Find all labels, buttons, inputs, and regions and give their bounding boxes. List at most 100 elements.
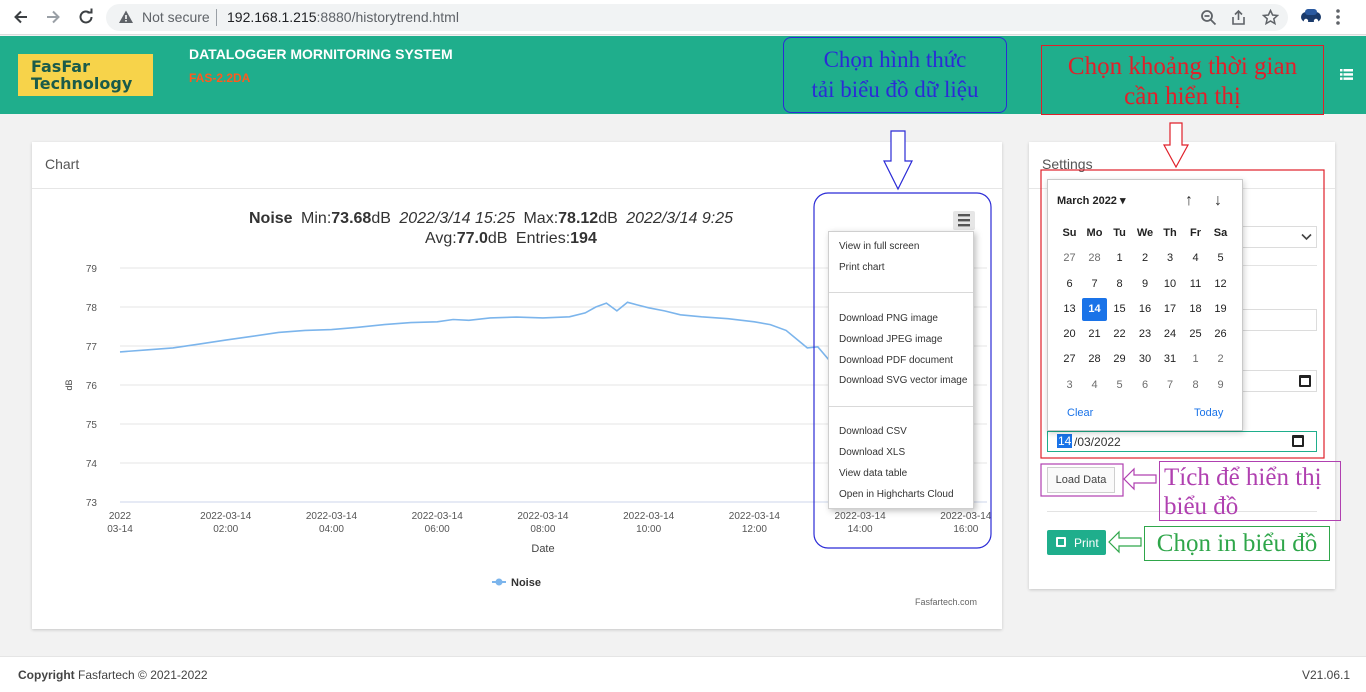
url-text[interactable]: 192.168.1.215:8880/historytrend.html — [227, 9, 459, 25]
calendar-day[interactable]: 21 — [1088, 328, 1101, 341]
calendar-next-button[interactable]: ↓ — [1214, 192, 1222, 209]
calendar-day[interactable]: 3 — [1166, 252, 1174, 265]
sensor-select[interactable] — [1241, 226, 1317, 248]
x-tick-label: 08:00 — [530, 524, 555, 535]
load-data-button[interactable]: Load Data — [1047, 467, 1115, 493]
calendar-day[interactable]: 4 — [1091, 378, 1098, 391]
calendar-day[interactable]: 2 — [1141, 252, 1149, 265]
kebab-icon[interactable] — [1335, 7, 1341, 32]
calendar-day[interactable]: 27 — [1063, 353, 1076, 366]
calendar-day[interactable]: 5 — [1217, 252, 1224, 265]
calendar-day[interactable]: 6 — [1141, 378, 1149, 391]
calendar-weekday: We — [1136, 227, 1154, 239]
calendar-clear-button[interactable]: Clear — [1067, 407, 1094, 419]
chart-subtitle: Avg:77.0dB Entries:194 — [425, 230, 597, 247]
page-footer: Copyright Fasfartech © 2021-2022 V21.06.… — [0, 656, 1366, 692]
calendar-day[interactable]: 14 — [1082, 297, 1107, 321]
menu-download-jpeg[interactable]: Download JPEG image — [839, 334, 943, 345]
calendar-day[interactable]: 7 — [1166, 378, 1174, 391]
calendar-day[interactable]: 8 — [1116, 277, 1123, 290]
x-tick-label: 2022-03-14 — [306, 511, 358, 522]
calendar-day[interactable]: 18 — [1189, 302, 1202, 315]
zoom-icon[interactable] — [1200, 9, 1217, 31]
calendar-day[interactable]: 9 — [1217, 378, 1224, 391]
back-arrow-icon[interactable] — [10, 6, 32, 28]
calendar-day[interactable]: 28 — [1088, 252, 1101, 265]
address-bar[interactable]: Not secure 192.168.1.215:8880/historytre… — [106, 4, 1288, 31]
calendar-day[interactable]: 7 — [1091, 277, 1098, 290]
menu-download-csv[interactable]: Download CSV — [839, 426, 907, 437]
calendar-day[interactable]: 2 — [1217, 353, 1224, 366]
calendar-day[interactable]: 29 — [1113, 353, 1126, 366]
calendar-day[interactable]: 4 — [1192, 252, 1199, 265]
legend-label[interactable]: Noise — [511, 577, 541, 589]
y-tick-label: 75 — [86, 420, 98, 431]
calendar-icon[interactable] — [1292, 435, 1304, 447]
chart-export-menu: View in full screen Print chart Download… — [828, 231, 974, 509]
security-label[interactable]: Not secure — [142, 9, 210, 25]
menu-view-data-table[interactable]: View data table — [839, 468, 908, 479]
calendar-day[interactable]: 31 — [1163, 353, 1177, 366]
share-icon[interactable] — [1230, 9, 1247, 31]
to-date-input[interactable]: 14 /03/2022 — [1047, 431, 1317, 452]
calendar-day[interactable]: 10 — [1163, 277, 1177, 290]
x-tick-label: 02:00 — [213, 524, 238, 535]
calendar-day[interactable]: 26 — [1214, 328, 1227, 341]
menu-download-png[interactable]: Download PNG image — [839, 313, 938, 324]
calendar-day[interactable]: 3 — [1066, 378, 1073, 391]
reload-icon[interactable] — [75, 6, 97, 28]
series-line-noise[interactable] — [119, 301, 861, 370]
calendar-day[interactable]: 20 — [1063, 328, 1076, 341]
calendar-day[interactable]: 25 — [1189, 328, 1202, 341]
menu-download-pdf[interactable]: Download PDF document — [839, 355, 953, 366]
y-tick-label: 79 — [86, 264, 98, 275]
chart-credit[interactable]: Fasfartech.com — [915, 597, 978, 607]
print-button[interactable]: Print — [1047, 530, 1106, 555]
calendar-day[interactable]: 22 — [1113, 328, 1126, 341]
chart-menu-icon[interactable] — [953, 211, 975, 230]
calendar-day[interactable]: 12 — [1214, 277, 1227, 290]
logo[interactable]: FasFar Technology — [18, 54, 153, 96]
annotation-date-range-text: Chọn khoảng thời gian cần hiển thị — [1067, 53, 1298, 110]
calendar-day[interactable]: 1 — [1192, 353, 1199, 366]
calendar-day[interactable]: 13 — [1063, 302, 1076, 315]
menu-view-fullscreen[interactable]: View in full screen — [839, 241, 920, 252]
calendar-day[interactable]: 9 — [1141, 277, 1149, 290]
calendar-today-button[interactable]: Today — [1194, 407, 1224, 419]
date-day-segment[interactable]: 14 — [1057, 434, 1073, 448]
calendar-day[interactable]: 23 — [1138, 328, 1152, 341]
date-rest-segment[interactable]: /03/2022 — [1074, 435, 1121, 449]
menu-open-highcharts-cloud[interactable]: Open in Highcharts Cloud — [839, 489, 954, 500]
calendar-day[interactable]: 24 — [1163, 328, 1177, 341]
calendar-day[interactable]: 1 — [1116, 252, 1123, 265]
calendar-day[interactable]: 19 — [1214, 302, 1227, 315]
calendar-day[interactable]: 5 — [1116, 378, 1123, 391]
menu-download-xls[interactable]: Download XLS — [839, 447, 906, 458]
calendar-icon[interactable] — [1299, 375, 1311, 387]
calendar-month-select[interactable]: March 2022 ▾ — [1057, 195, 1126, 207]
menu-print-chart[interactable]: Print chart — [839, 262, 885, 273]
calendar-day[interactable]: 15 — [1113, 302, 1126, 315]
calendar-day[interactable]: 6 — [1066, 277, 1073, 290]
x-tick-label: 2022-03-14 — [940, 511, 992, 522]
from-date-field[interactable] — [1241, 370, 1317, 392]
menu-download-svg[interactable]: Download SVG vector image — [839, 375, 968, 386]
calendar-day[interactable]: 16 — [1138, 302, 1152, 315]
calendar-day[interactable]: 11 — [1189, 277, 1202, 290]
time-field[interactable] — [1241, 309, 1317, 331]
calendar-day[interactable]: 28 — [1088, 353, 1101, 366]
calendar-day[interactable]: 17 — [1163, 302, 1177, 315]
star-icon[interactable] — [1261, 8, 1280, 31]
calendar-day[interactable]: 8 — [1192, 378, 1199, 391]
x-tick-label: 16:00 — [953, 524, 978, 535]
calendar-day[interactable]: 30 — [1138, 353, 1152, 366]
calendar-prev-button[interactable]: ↑ — [1185, 192, 1193, 209]
chart-card-divider — [32, 188, 1002, 189]
calendar-day[interactable]: 27 — [1063, 252, 1076, 265]
hamburger-menu-icon[interactable] — [1340, 67, 1353, 80]
legend-item-noise[interactable]: Noise — [492, 577, 541, 589]
address-divider — [216, 9, 217, 26]
extension-icon[interactable] — [1300, 8, 1322, 29]
version-text: V21.06.1 — [1302, 668, 1351, 682]
forward-arrow-icon[interactable] — [42, 6, 64, 28]
